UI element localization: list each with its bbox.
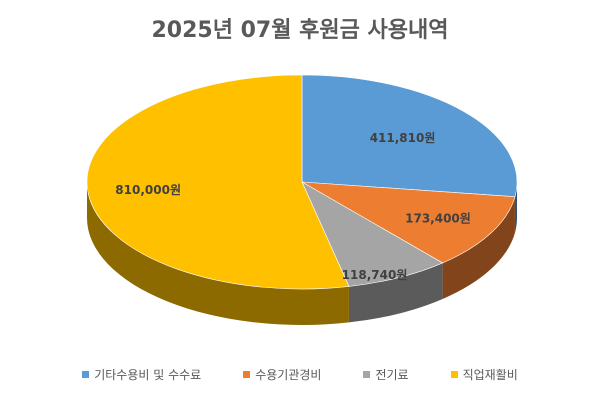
pie-wall-1 [442, 196, 515, 299]
pie-side-walls [87, 182, 517, 325]
pie-data-labels: 411,810원 173,400원 118,740원 810,000원 [115, 131, 471, 282]
data-label-1: 173,400원 [405, 211, 471, 225]
legend-swatch-0 [82, 371, 90, 378]
legend-item-1: 수용기관경비 [243, 366, 321, 383]
pie-wall-3 [87, 182, 349, 325]
pie-wall-0 [514, 182, 517, 233]
pie-slice-0 [301, 74, 518, 198]
pie-top-faces [86, 74, 518, 290]
pie-slice-3 [86, 74, 350, 290]
chart-title: 2025년 07월 후원금 사용내역 [151, 18, 449, 43]
pie-slice-2 [301, 181, 444, 287]
data-label-3: 810,000원 [115, 183, 181, 197]
data-label-2: 118,740원 [342, 268, 408, 282]
legend: 기타수용비 및 수수료 수용기관경비 전기료 직업재활비 [0, 366, 600, 383]
pie-slice-1 [301, 181, 516, 264]
legend-swatch-2 [363, 371, 371, 378]
legend-swatch-1 [243, 371, 251, 378]
legend-item-2: 전기료 [363, 366, 409, 383]
legend-item-0: 기타수용비 및 수수료 [82, 366, 201, 383]
legend-swatch-3 [450, 371, 458, 378]
legend-label-2: 전기료 [375, 368, 409, 382]
data-label-0: 411,810원 [370, 131, 436, 145]
pie-wall-2 [348, 262, 443, 323]
legend-label-3: 직업재활비 [462, 368, 518, 382]
legend-label-1: 수용기관경비 [255, 368, 322, 382]
legend-label-0: 기타수용비 및 수수료 [94, 368, 202, 382]
legend-item-3: 직업재활비 [450, 366, 518, 383]
